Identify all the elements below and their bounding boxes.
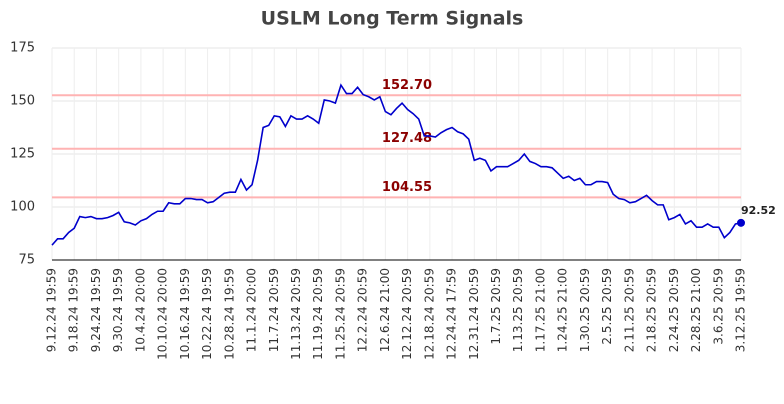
last-value-label: 92.52 <box>741 204 776 217</box>
x-tick-label: 3.6.25 20:59 <box>711 268 725 345</box>
x-tick-label: 3.12.25 19:59 <box>734 268 748 352</box>
x-tick-label: 10.22.24 19:59 <box>200 268 214 360</box>
y-tick-label: 75 <box>18 253 35 268</box>
x-tick-label: 2.5.25 20:59 <box>600 268 614 345</box>
signal-label: 127.48 <box>382 131 432 146</box>
price-line <box>51 83 742 246</box>
x-tick-label: 2.11.25 20:59 <box>622 268 636 352</box>
x-tick-label: 9.18.24 19:59 <box>67 268 81 352</box>
x-tick-label: 11.7.24 20:59 <box>267 268 281 352</box>
x-tick-label: 11.25.24 20:59 <box>333 268 347 360</box>
y-tick-label: 125 <box>10 147 35 162</box>
x-tick-label: 2.24.25 20:59 <box>667 268 681 352</box>
x-tick-label: 10.28.24 19:59 <box>222 268 236 360</box>
x-tick-label: 1.30.25 20:59 <box>578 268 592 352</box>
x-tick-label: 9.24.24 19:59 <box>89 268 103 352</box>
x-tick-label: 12.31.24 20:59 <box>467 268 481 360</box>
y-tick-label: 175 <box>10 41 35 56</box>
last-point <box>737 218 745 227</box>
x-tick-label: 12.18.24 20:59 <box>422 268 436 360</box>
x-tick-label: 1.17.25 21:00 <box>533 268 547 352</box>
x-tick-label: 11.13.24 20:59 <box>289 268 303 360</box>
x-tick-label: 12.24.24 17:59 <box>445 268 459 360</box>
x-tick-label: 10.16.24 19:59 <box>178 268 192 360</box>
signal-label: 152.70 <box>382 78 432 93</box>
x-tick-label: 12.2.24 20:59 <box>356 268 370 352</box>
x-tick-label: 12.12.24 20:59 <box>400 268 414 360</box>
y-tick-label: 150 <box>10 94 35 109</box>
x-tick-label: 2.18.25 20:59 <box>645 268 659 352</box>
x-tick-label: 1.24.25 21:00 <box>556 268 570 352</box>
x-tick-label: 11.19.24 20:59 <box>311 268 325 360</box>
x-tick-label: 1.13.25 20:59 <box>511 268 525 352</box>
x-tick-label: 9.12.24 19:59 <box>45 268 59 352</box>
x-tick-label: 11.1.24 20:00 <box>245 268 259 352</box>
signal-label: 104.55 <box>382 180 432 195</box>
x-tick-label: 1.7.25 20:59 <box>489 268 503 345</box>
x-tick-label: 9.30.24 19:59 <box>111 268 125 352</box>
y-tick-label: 100 <box>10 200 35 215</box>
x-tick-label: 10.4.24 20:00 <box>133 268 147 352</box>
x-tick-label: 2.28.25 21:00 <box>689 268 703 352</box>
x-tick-label: 12.6.24 21:00 <box>378 268 392 352</box>
chart-title: USLM Long Term Signals <box>261 8 524 30</box>
x-tick-label: 10.10.24 20:00 <box>156 268 170 360</box>
